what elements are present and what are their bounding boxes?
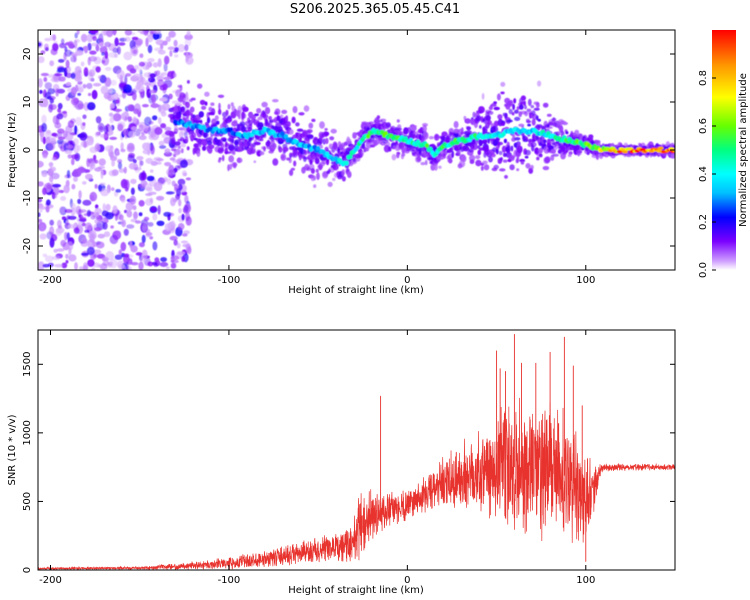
snr-x-tick-label: -100 bbox=[218, 575, 241, 586]
spectrogram-y-label: Frequency (Hz) bbox=[7, 112, 18, 188]
figure-title: S206.2025.365.05.45.C41 bbox=[289, 2, 461, 17]
snr-y-tick-label: 500 bbox=[22, 492, 33, 511]
colorbar-tick-label: 0.2 bbox=[698, 214, 709, 230]
spectrogram-y-tick-label: 10 bbox=[22, 96, 33, 109]
spectrogram-x-tick-label: -200 bbox=[39, 275, 62, 286]
spectrogram-heatmap bbox=[38, 30, 675, 270]
colorbar-tick-label: 0.0 bbox=[698, 262, 709, 278]
spectrogram-x-tick-label: 100 bbox=[576, 275, 595, 286]
noise-region-blobs bbox=[38, 30, 194, 270]
spectrogram-y-tick-label: 0 bbox=[22, 147, 33, 153]
spectrogram-x-tick-label: 0 bbox=[404, 275, 410, 286]
colorbar-ticks: 0.0 0.2 0.4 0.6 0.8 bbox=[698, 70, 716, 278]
snr-frame bbox=[37, 329, 676, 571]
spectrogram-x-tick-label: -100 bbox=[218, 275, 241, 286]
snr-x-tick-label: 100 bbox=[576, 575, 595, 586]
snr-x-tick-label: 0 bbox=[404, 575, 410, 586]
snr-spikes bbox=[380, 334, 587, 562]
colorbar-label: Normalized spectral amplitude bbox=[738, 73, 749, 227]
colorbar-tick-label: 0.8 bbox=[698, 70, 709, 86]
snr-y-tick-label: 1000 bbox=[22, 420, 33, 445]
colorbar-gradient bbox=[712, 30, 736, 270]
spectrogram-x-label: Height of straight line (km) bbox=[288, 285, 424, 296]
colorbar: 0.0 0.2 0.4 0.6 0.8 Normalized spectral ampl… bbox=[698, 30, 749, 278]
colorbar-tick-label: 0.6 bbox=[698, 118, 709, 134]
snr-y-label: SNR (10 * v/v) bbox=[7, 414, 18, 485]
snr-series-line bbox=[38, 397, 675, 570]
snr-y-tick-label: 0 bbox=[22, 567, 33, 573]
colorbar-tick-label: 0.4 bbox=[698, 166, 709, 182]
spectrogram-y-tick-label: -10 bbox=[22, 190, 33, 206]
ridge-core bbox=[173, 118, 675, 167]
spectrogram-y-tick-label: -20 bbox=[22, 238, 33, 254]
snr-x-label: Height of straight line (km) bbox=[288, 585, 424, 596]
spectrogram-y-tick-label: 20 bbox=[22, 48, 33, 61]
snr-x-tick-label: -200 bbox=[39, 575, 62, 586]
snr-y-tick-label: 1500 bbox=[22, 352, 33, 377]
